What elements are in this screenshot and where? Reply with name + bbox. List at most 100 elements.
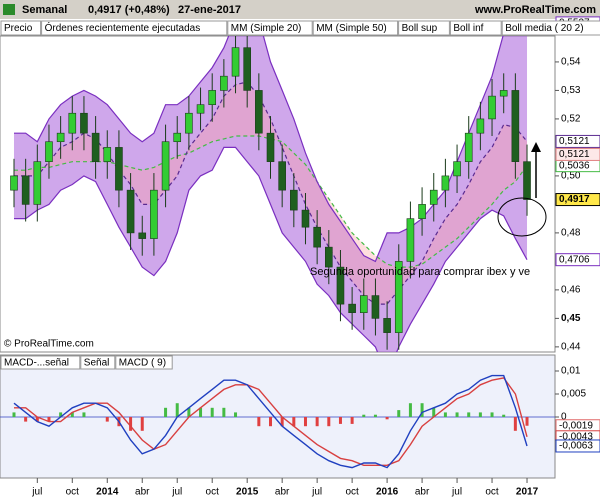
- histogram-bar: [443, 412, 447, 418]
- legend-box: [41, 20, 228, 36]
- candle-body: [231, 47, 240, 77]
- x-tick-label: 2016: [376, 487, 399, 498]
- histogram-bar: [59, 412, 63, 418]
- histogram-bar: [350, 417, 354, 424]
- histogram-bar: [35, 417, 39, 422]
- candle-body: [499, 90, 508, 97]
- legend-entry: MM (Simple 50): [316, 23, 387, 34]
- candle-body: [278, 161, 286, 191]
- candle-body: [383, 318, 391, 333]
- histogram-bar: [140, 417, 144, 431]
- histogram-bar: [408, 403, 412, 418]
- candle-body: [56, 132, 65, 143]
- macd-label: -0,0043: [559, 431, 593, 442]
- legend-box: [398, 20, 450, 36]
- legend-box: [501, 20, 600, 36]
- candle-body: [441, 175, 450, 191]
- legend-entry: Boll sup: [402, 23, 438, 34]
- candle-body: [371, 295, 380, 319]
- header-site: www.ProRealTime.com: [474, 4, 596, 16]
- histogram-bar: [397, 410, 401, 418]
- legend-box: [80, 355, 116, 370]
- histogram-bar: [385, 417, 389, 420]
- legend-entry: MM (Simple 20): [231, 23, 302, 34]
- histogram-bar: [327, 417, 331, 427]
- y-tick-label: 0,46: [561, 285, 581, 296]
- legend-entry: Señal: [84, 358, 110, 369]
- x-tick-label: 2015: [236, 487, 259, 498]
- legend-entry: Órdenes recientemente ejecutadas: [45, 21, 201, 34]
- histogram-bar: [513, 417, 517, 431]
- y-tick-label: 0,45: [561, 313, 581, 324]
- candle-body: [301, 209, 310, 228]
- macd-line: [13, 374, 528, 469]
- y-tick-label: 0,005: [561, 389, 586, 400]
- y-tick-label: 0,44: [561, 342, 581, 353]
- histogram-bar: [70, 412, 74, 418]
- series-line: [14, 36, 504, 263]
- x-tick-label: jul: [451, 487, 462, 498]
- price-label-box: [555, 134, 600, 148]
- legend-box: [312, 20, 399, 36]
- histogram-bar: [315, 417, 319, 427]
- y-tick-label: 0,53: [561, 85, 581, 96]
- header-icon: [3, 4, 15, 15]
- candle-body: [185, 112, 193, 134]
- legend-entry: Boll inf: [453, 23, 483, 34]
- histogram-bar: [164, 407, 168, 418]
- candle-body: [290, 189, 298, 211]
- annotation: Segunda oportunidad para comprar ibex y …: [310, 266, 530, 278]
- header-bar: [0, 0, 600, 19]
- y-tick-label: 0,01: [561, 366, 581, 377]
- y-tick-label: 0,52: [561, 114, 581, 125]
- x-tick-label: oct: [345, 487, 359, 498]
- macd-panel: [0, 354, 556, 479]
- legend-box: [115, 355, 173, 370]
- overlay: Segunda oportunidad para comprar ibex y …: [0, 16, 600, 498]
- histogram-bar: [234, 412, 238, 418]
- histogram-bar: [82, 412, 86, 418]
- x-tick-label: jul: [171, 487, 182, 498]
- histogram-bar: [280, 417, 284, 427]
- series-line: [14, 135, 528, 268]
- candle-body: [208, 90, 217, 105]
- annotation-circle: [497, 197, 547, 237]
- histogram-bar: [490, 412, 494, 418]
- x-tick-label: jul: [311, 487, 322, 498]
- y-tick-label: 0: [561, 412, 567, 423]
- header-title: Semanal: [22, 4, 67, 16]
- histogram-bar: [502, 414, 506, 418]
- histogram-bar: [199, 407, 203, 418]
- candle-body: [10, 175, 18, 191]
- y-tick-label: 0,54: [561, 57, 581, 68]
- candle-body: [243, 47, 251, 91]
- candle-body: [45, 141, 53, 162]
- legend-box: [449, 20, 502, 36]
- histogram-bar: [338, 417, 342, 424]
- price-label-box: [555, 147, 600, 161]
- candle-body: [406, 218, 415, 262]
- price-label-box: [555, 253, 600, 267]
- candle-body: [313, 226, 321, 248]
- price-label: 0,4917: [559, 194, 590, 205]
- candle-body: [138, 232, 147, 239]
- candle-body: [348, 303, 356, 313]
- candle-body: [68, 112, 77, 134]
- legend-box: [227, 20, 313, 36]
- candle-body: [196, 104, 205, 114]
- price-label: 0,4706: [559, 254, 590, 265]
- candle-body: [21, 175, 30, 205]
- candle-body: [103, 147, 112, 162]
- candle-body: [173, 132, 182, 143]
- histogram-bar: [292, 417, 296, 427]
- histogram-bar: [362, 414, 366, 418]
- x-tick-label: 2014: [96, 487, 119, 498]
- candle-body: [33, 161, 42, 205]
- candle-body: [325, 246, 333, 268]
- header-quote: 0,4917 (+0,48%): [88, 4, 170, 16]
- x-tick-label: oct: [206, 487, 220, 498]
- x-tick-label: oct: [66, 487, 80, 498]
- candle-body: [453, 161, 461, 177]
- x-tick-label: jul: [31, 487, 42, 498]
- histogram-bar: [175, 403, 179, 418]
